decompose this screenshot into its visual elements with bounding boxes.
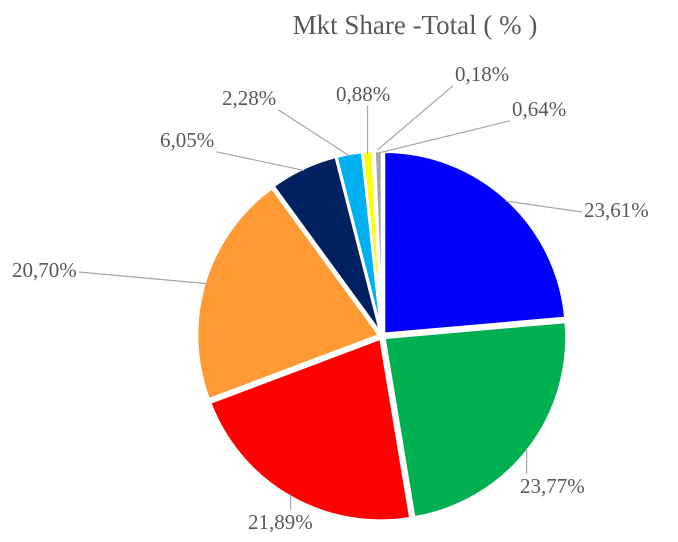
pie-slice — [382, 320, 568, 519]
pie-slice — [373, 149, 384, 334]
data-label: 20,70% — [12, 258, 77, 282]
data-label: 0,18% — [455, 62, 509, 86]
pie-slice — [382, 150, 567, 336]
leader-line — [373, 85, 454, 154]
leader-line — [378, 120, 511, 154]
data-label: 23,61% — [584, 198, 649, 222]
data-label: 2,28% — [222, 86, 276, 110]
data-label: 21,89% — [248, 510, 313, 534]
chart-title: Mkt Share -Total ( % ) — [293, 10, 538, 40]
data-label: 23,77% — [520, 474, 585, 498]
data-label: 0,88% — [336, 82, 390, 106]
leader-line — [277, 109, 350, 157]
data-label: 6,05% — [160, 128, 214, 152]
leader-line — [505, 200, 583, 213]
leader-line — [216, 151, 305, 172]
data-label: 0,64% — [512, 97, 566, 121]
leader-line — [78, 271, 207, 285]
pie-slice — [208, 336, 412, 522]
